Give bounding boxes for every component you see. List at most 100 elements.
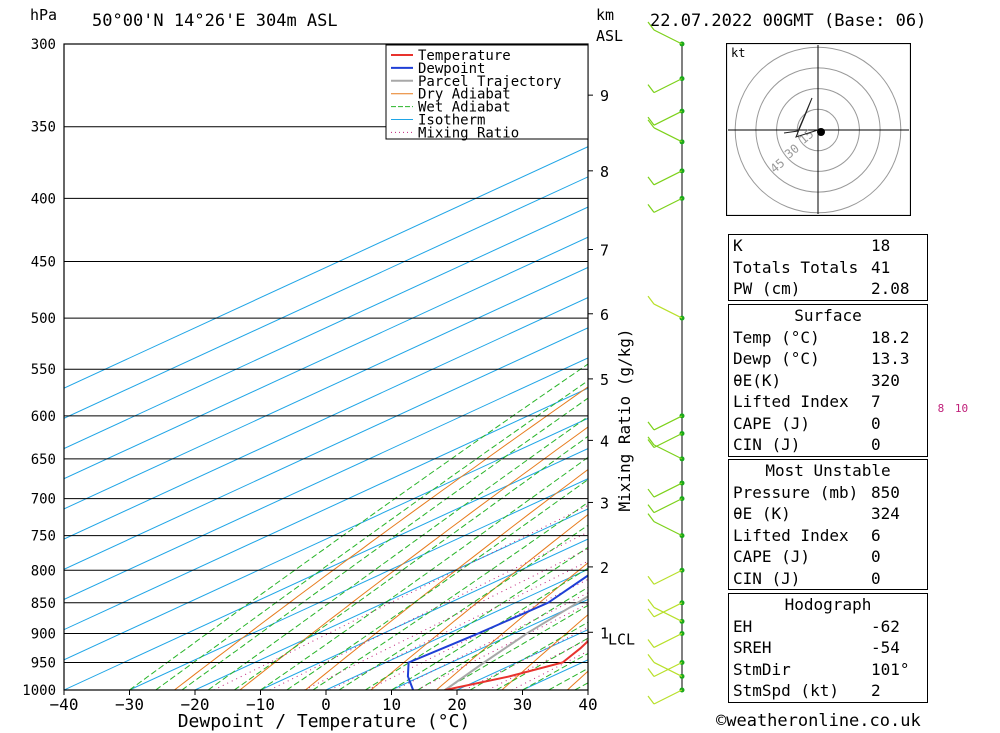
x-tick-label: −40: [50, 695, 79, 714]
index-row: K 18: [733, 236, 891, 255]
legend-label: Temperature: [418, 48, 511, 64]
hodograph-table: Hodograph EH -62 SREH -54 StmDir 101° StmSp…: [728, 593, 928, 703]
surface-row: Dewp (°C) 13.3: [733, 349, 910, 368]
location-title: 50°00'N 14°26'E 304m ASL: [92, 11, 338, 31]
isotherm-line: [64, 206, 588, 450]
pressure-label: 700: [31, 492, 56, 508]
pressure-label: 1000: [22, 683, 56, 699]
km-tick-label: 2: [600, 559, 609, 577]
km-tick-label: 8: [600, 163, 609, 181]
wet-adiabat-line: [312, 501, 588, 690]
x-tick-label: −20: [181, 695, 210, 714]
dry-adiabat-line: [305, 468, 588, 690]
surface-table: Surface Temp (°C) 18.2 Dewp (°C) 13.3 θE(K…: [728, 304, 928, 457]
surface-row: θE(K) 320: [733, 370, 900, 390]
x-tick-label: 40: [578, 695, 597, 714]
x-tick-label: −30: [115, 695, 144, 714]
dry-adiabat-line: [960, 44, 1000, 690]
wind-barb: [647, 110, 683, 126]
dry-adiabat-line: [501, 614, 588, 690]
wind-barb: [647, 78, 683, 94]
mu-row: θE (K) 324: [733, 504, 900, 523]
surface-title: Surface: [794, 306, 862, 325]
km-tick-label: 9: [600, 87, 609, 105]
pressure-label: 900: [31, 626, 56, 642]
km-label: km: [596, 6, 615, 24]
dewpoint-line: [406, 574, 588, 690]
pressure-label: 350: [31, 120, 56, 136]
sounding-series: [406, 574, 588, 690]
index-row: Totals Totals 41: [733, 257, 891, 277]
most-unstable-title: Most Unstable: [765, 461, 891, 480]
km-tick-label: 5: [600, 371, 609, 389]
legend-box: [385, 44, 589, 140]
pressure-label: 300: [31, 37, 56, 53]
wet-adiabat-line: [443, 604, 588, 690]
wind-barb: [647, 513, 683, 537]
km-tick-label: 4: [600, 432, 609, 450]
isotherm-line: [64, 236, 588, 480]
mu-row: Lifted Index 6: [733, 525, 881, 545]
isotherm-line: [64, 417, 588, 661]
legend-label: Isotherm: [418, 113, 485, 129]
pressure-label: 450: [31, 255, 56, 271]
isotherm-line: [260, 538, 588, 690]
km-axis: 1 2 3 4 5 6 7 8 9 LCL: [588, 87, 635, 648]
wind-barb: [647, 415, 683, 431]
wind-barb: [647, 599, 683, 622]
wind-barb: [647, 21, 683, 45]
wind-barb: [647, 498, 683, 514]
wet-adiabat-line: [417, 586, 588, 690]
storm-motion-marker: [817, 128, 825, 136]
isotherm-line: [64, 176, 588, 419]
wet-adiabat-line: [286, 478, 588, 690]
isotherm-line: [194, 508, 588, 690]
legend-label: Mixing Ratio: [418, 125, 519, 141]
mu-row: CIN (J) 0: [733, 568, 881, 588]
mixing-ratio-axis-label: Mixing Ratio (g/kg): [615, 328, 634, 511]
wind-barb: [647, 170, 683, 186]
pressure-label: 650: [31, 452, 56, 468]
isotherm-line: [64, 266, 588, 510]
x-tick-label: 30: [513, 695, 532, 714]
pressure-label: 800: [31, 563, 56, 579]
legend-label: Parcel Trajectory: [418, 74, 561, 90]
wind-barb: [647, 632, 683, 649]
isotherm-lines: [64, 146, 588, 690]
km-tick-label: 6: [600, 306, 609, 324]
dry-adiabat-line: [436, 562, 588, 690]
dry-adiabat-line: [370, 513, 588, 690]
wet-adiabat-line: [155, 380, 588, 690]
wind-barbs: [647, 21, 685, 705]
mixing-ratio-label: 8: [938, 402, 945, 415]
hodograph-unit: kt: [731, 46, 745, 60]
hodograph-trace: [783, 97, 819, 138]
pressure-label: 550: [31, 362, 56, 378]
wind-barb: [647, 654, 683, 677]
x-tick-label: 10: [382, 695, 401, 714]
surface-row: CIN (J) 0: [733, 435, 881, 454]
pressure-label: 400: [31, 191, 56, 207]
isotherm-line: [64, 387, 588, 631]
isotherm-line: [64, 297, 588, 540]
indices-table: K 18 Totals Totals 41 PW (cm) 2.08: [728, 234, 928, 301]
parcel-trajectory-line: [444, 595, 588, 690]
wind-barb: [647, 602, 683, 618]
km-tick-label: 3: [600, 494, 609, 512]
pressure-label: 950: [31, 655, 56, 671]
legend-label: Wet Adiabat: [418, 100, 511, 116]
isotherm-line: [129, 478, 588, 690]
x-tick-label: −10: [246, 695, 275, 714]
hodo-row: StmDir 101°: [733, 659, 910, 679]
hodograph-title: Hodograph: [784, 595, 872, 614]
km-tick-label: 7: [600, 241, 609, 259]
legend-label: Dry Adiabat: [418, 87, 511, 103]
lcl-label: LCL: [608, 630, 635, 648]
hpa-label: hPa: [30, 6, 58, 24]
legend-label: Dewpoint: [418, 61, 485, 77]
isotherm-line: [64, 146, 588, 389]
x-tick-label: 20: [447, 695, 466, 714]
